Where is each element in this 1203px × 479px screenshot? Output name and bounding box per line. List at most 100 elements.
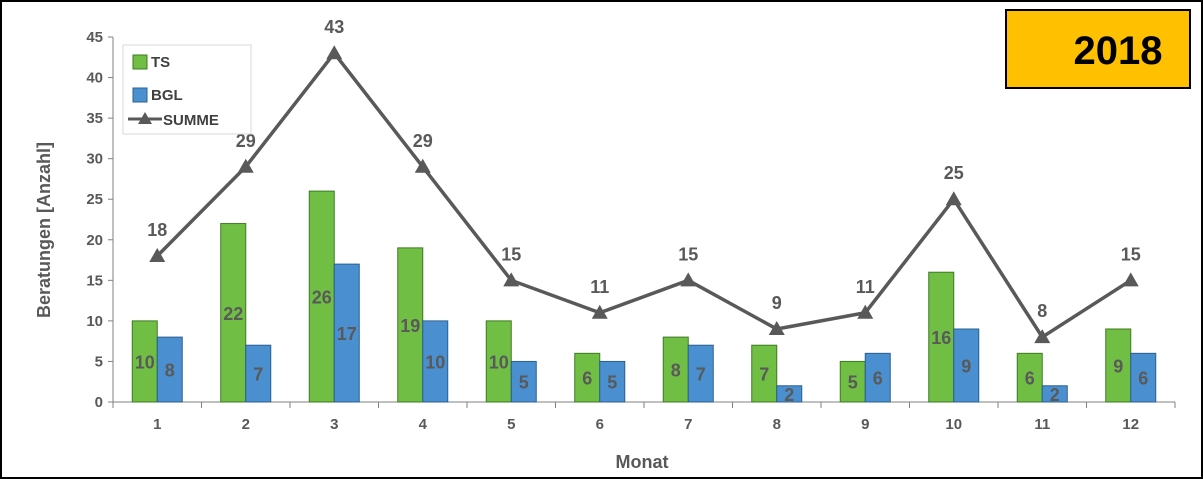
bar-ts bbox=[1105, 328, 1132, 403]
sum-label: 15 bbox=[678, 244, 698, 264]
y-tick-label: 30 bbox=[86, 151, 103, 168]
legend-label-bgl: BGL bbox=[151, 87, 183, 104]
legend-marker-summe bbox=[138, 112, 152, 124]
bar-ts bbox=[839, 360, 866, 403]
bar-bgl bbox=[1130, 352, 1157, 403]
x-tick-label: 11 bbox=[1034, 416, 1050, 433]
sum-label: 11 bbox=[590, 277, 609, 297]
bar-label-ts: 26 bbox=[312, 288, 332, 308]
sum-line-path bbox=[156, 50, 1132, 340]
bar-ts bbox=[1016, 352, 1043, 403]
x-tick-label: 3 bbox=[330, 416, 338, 433]
year-badge-box bbox=[1005, 9, 1191, 89]
x-tick-label: 1 bbox=[153, 416, 161, 433]
bar-label-bgl: 5 bbox=[519, 373, 529, 393]
bar-bgl bbox=[156, 336, 183, 403]
legend-swatch-bgl bbox=[132, 87, 148, 103]
bar-ts bbox=[220, 223, 247, 403]
bar-label-ts: 19 bbox=[400, 316, 420, 336]
x-tick-label: 10 bbox=[945, 416, 962, 433]
bar-label-bgl: 8 bbox=[165, 361, 175, 381]
x-tick-label: 12 bbox=[1122, 416, 1139, 433]
sum-label: 11 bbox=[856, 277, 875, 297]
sum-marker bbox=[1122, 272, 1139, 287]
sum-label: 15 bbox=[501, 244, 521, 264]
sum-marker bbox=[149, 248, 166, 262]
y-tick-label: 40 bbox=[86, 70, 103, 87]
year-badge-label: 2018 bbox=[1074, 29, 1163, 73]
y-axis-title: Beratungen [Anzahl] bbox=[34, 142, 54, 318]
bar-label-ts: 6 bbox=[582, 369, 592, 389]
x-tick-label: 2 bbox=[242, 416, 250, 433]
bar-bgl bbox=[599, 360, 626, 403]
bar-label-bgl: 7 bbox=[696, 365, 706, 385]
sum-label: 43 bbox=[324, 17, 344, 37]
bar-label-ts: 10 bbox=[135, 352, 155, 372]
bar-ts bbox=[751, 344, 778, 403]
bars bbox=[131, 190, 1157, 403]
x-tick-label: 9 bbox=[861, 416, 869, 433]
bar-ts bbox=[308, 190, 335, 403]
bar-bgl bbox=[687, 344, 714, 403]
sum-marker bbox=[945, 191, 962, 206]
y-tick-label: 45 bbox=[86, 29, 103, 46]
bar-bgl bbox=[245, 344, 272, 403]
bar-label-bgl: 2 bbox=[784, 385, 794, 405]
bar-label-ts: 5 bbox=[848, 373, 858, 393]
bar-bgl bbox=[510, 360, 537, 403]
legend-swatch-ts bbox=[132, 54, 148, 70]
y-tick-label: 5 bbox=[95, 353, 103, 370]
bar-label-ts: 6 bbox=[1025, 369, 1035, 389]
x-tick-label: 8 bbox=[773, 416, 781, 433]
x-tick-label: 7 bbox=[684, 416, 692, 433]
y-tick-label: 10 bbox=[86, 313, 103, 330]
sum-label: 29 bbox=[236, 131, 256, 151]
sum-label: 18 bbox=[147, 220, 167, 240]
sum-marker bbox=[503, 272, 520, 287]
bar-label-ts: 7 bbox=[759, 365, 769, 385]
bar-label-ts: 10 bbox=[489, 352, 509, 372]
x-tick-label: 6 bbox=[596, 416, 604, 433]
bar-label-bgl: 6 bbox=[1138, 369, 1148, 389]
bar-bgl bbox=[1041, 385, 1068, 403]
bar-bgl bbox=[333, 263, 360, 403]
y-tick-label: 0 bbox=[95, 394, 103, 411]
bar-bgl bbox=[864, 352, 891, 403]
bar-label-bgl: 2 bbox=[1050, 385, 1060, 405]
x-axis: 1 2 3 4 5 6 7 8 9 10 11 12 bbox=[112, 401, 1176, 433]
y-tick-label: 35 bbox=[86, 110, 103, 127]
sum-line bbox=[149, 45, 1139, 344]
bar-label-bgl: 10 bbox=[425, 352, 445, 372]
x-tick-label: 4 bbox=[419, 416, 428, 433]
sum-marker bbox=[591, 304, 608, 319]
bar-label-bgl: 9 bbox=[961, 357, 971, 377]
y-axis: 0 5 10 15 20 25 30 35 40 45 bbox=[86, 29, 114, 411]
sum-label: 15 bbox=[1121, 244, 1141, 264]
sum-marker bbox=[768, 321, 785, 335]
bar-label-bgl: 7 bbox=[253, 365, 263, 385]
legend-label-summe: SUMME bbox=[163, 112, 219, 129]
sum-marker bbox=[326, 45, 343, 60]
sum-label: 29 bbox=[413, 131, 433, 151]
bar-ts bbox=[131, 320, 158, 403]
sum-marker bbox=[857, 304, 874, 319]
bar-ts bbox=[397, 247, 424, 403]
bar-bgl bbox=[422, 320, 449, 403]
sum-label: 8 bbox=[1037, 301, 1047, 321]
sum-marker bbox=[680, 272, 697, 287]
year-badge: 2018 bbox=[1005, 9, 1191, 89]
bar-label-ts: 9 bbox=[1113, 357, 1123, 377]
legend-label-ts: TS bbox=[151, 54, 170, 71]
sum-label: 25 bbox=[944, 163, 964, 183]
bar-ts bbox=[485, 320, 512, 403]
bar-label-bgl: 6 bbox=[873, 369, 883, 389]
bar-ts bbox=[662, 336, 689, 403]
bar-bgl bbox=[776, 385, 803, 403]
bar-label-ts: 16 bbox=[931, 328, 951, 348]
y-tick-label: 15 bbox=[86, 272, 103, 289]
bar-label-ts: 8 bbox=[671, 361, 681, 381]
bar-label-ts: 22 bbox=[223, 304, 243, 324]
sum-marker bbox=[237, 158, 254, 173]
x-tick-label: 5 bbox=[507, 416, 515, 433]
